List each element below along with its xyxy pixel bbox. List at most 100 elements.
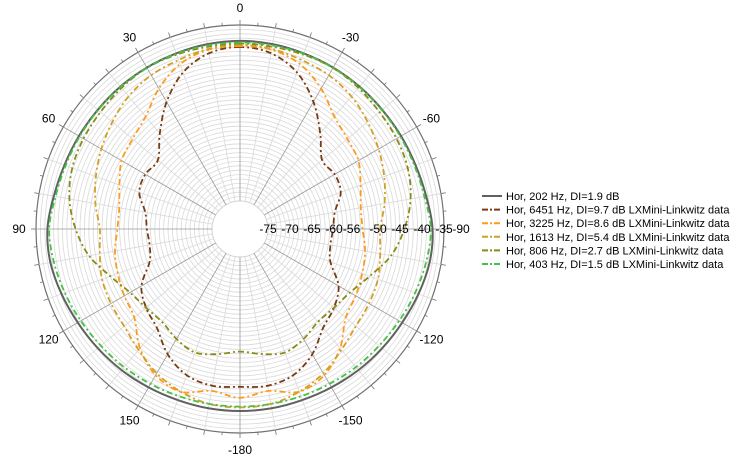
outer-tick xyxy=(275,429,277,435)
outer-tick xyxy=(105,385,110,390)
radial-tick-labels: -75 -70 -65 -60 -56 -50 -45 -40 -35 xyxy=(259,222,453,236)
angular-grid-spoke xyxy=(83,246,219,361)
outer-tick xyxy=(431,157,437,160)
outer-tick xyxy=(406,345,410,349)
angular-grid-spoke xyxy=(267,193,441,225)
outer-tick xyxy=(52,141,56,144)
outer-tick xyxy=(93,82,97,86)
outer-tick xyxy=(309,420,312,426)
angular-grid-spoke xyxy=(253,52,343,205)
angular-tick-label: 90 xyxy=(12,222,26,236)
outer-tick xyxy=(383,82,387,86)
series-line-3 xyxy=(114,45,366,399)
series-line-5 xyxy=(68,42,412,356)
outer-tick xyxy=(120,59,124,63)
angular-grid-spoke xyxy=(249,255,311,421)
angular-grid-spoke xyxy=(63,126,216,216)
angular-grid-spoke xyxy=(204,28,236,202)
outer-tick xyxy=(43,157,49,160)
outer-tick xyxy=(356,395,360,399)
outer-tick xyxy=(186,425,188,430)
outer-tick xyxy=(406,109,410,113)
outer-tick xyxy=(396,359,401,364)
outer-tick xyxy=(203,23,205,29)
radial-tick-label: -56 xyxy=(343,222,361,236)
legend-entry-1: Hor, 202 Hz, DI=1.9 dB xyxy=(506,191,619,203)
outer-tick xyxy=(440,264,446,266)
outer-tick xyxy=(93,372,97,376)
angular-grid-spoke xyxy=(267,233,441,265)
angular-tick-label: 120 xyxy=(39,333,59,347)
legend-entry-2: Hor, 6451 Hz, DI=9.7 dB LXMini-Linkwitz … xyxy=(506,205,730,217)
outer-tick xyxy=(105,68,110,73)
angular-tick-label: -180 xyxy=(228,443,252,457)
angular-grid-spoke xyxy=(257,72,372,208)
angular-grid-spoke xyxy=(137,253,227,406)
outer-tick xyxy=(416,330,422,334)
outer-tick xyxy=(370,68,375,73)
outer-tick xyxy=(341,405,345,411)
outer-tick xyxy=(383,372,387,376)
polar-series-group xyxy=(46,39,434,413)
series-line-6 xyxy=(48,41,432,408)
outer-tick xyxy=(79,94,84,99)
outer-tick xyxy=(70,345,74,349)
angular-tick-label: -90 xyxy=(452,222,470,236)
outer-tick xyxy=(34,264,40,266)
angular-grid-spoke xyxy=(261,97,397,212)
outer-tick xyxy=(70,109,74,113)
radial-tick-label: -65 xyxy=(303,222,321,236)
polar-grid xyxy=(31,20,449,438)
angular-tick-label: 30 xyxy=(123,31,137,45)
outer-tick xyxy=(135,405,139,411)
angular-grid-spoke xyxy=(244,256,276,430)
outer-tick xyxy=(34,192,40,194)
outer-tick xyxy=(431,298,437,301)
radial-tick-label: -70 xyxy=(281,222,299,236)
angular-grid-spoke xyxy=(83,97,219,212)
angular-grid-spoke xyxy=(169,255,231,421)
outer-tick xyxy=(424,141,428,144)
angular-grid-spoke xyxy=(266,158,432,220)
angular-grid-spoke xyxy=(39,233,213,265)
radial-tick-label: -75 xyxy=(259,222,277,236)
angular-tick-label: -60 xyxy=(423,112,441,126)
angular-grid-spoke xyxy=(264,242,417,332)
outer-tick xyxy=(275,23,277,29)
outer-tick xyxy=(39,175,44,177)
outer-tick xyxy=(120,395,124,399)
outer-tick xyxy=(396,94,401,99)
outer-tick xyxy=(436,281,441,283)
angular-grid-spoke xyxy=(253,253,343,406)
angular-grid-spoke xyxy=(48,238,214,300)
outer-tick xyxy=(370,385,375,390)
outer-tick xyxy=(292,425,294,430)
outer-tick xyxy=(341,47,345,53)
angular-grid-spoke xyxy=(137,52,227,205)
outer-tick xyxy=(440,192,446,194)
outer-tick xyxy=(186,28,188,33)
angular-grid-spoke xyxy=(204,256,236,430)
radial-tick-label: -50 xyxy=(369,222,387,236)
legend-entry-4: Hor, 1613 Hz, DI=5.4 dB LXMini-Linkwitz … xyxy=(506,232,730,244)
outer-tick xyxy=(424,314,428,317)
series-line-1 xyxy=(46,39,434,413)
angular-grid-spoke xyxy=(266,238,432,300)
outer-tick xyxy=(152,41,155,45)
outer-tick xyxy=(135,47,139,53)
radial-tick-label: -60 xyxy=(325,222,343,236)
outer-tick xyxy=(168,420,171,426)
angular-tick-label: 0 xyxy=(237,1,244,15)
radial-tick-label: -40 xyxy=(413,222,431,236)
outer-tick xyxy=(325,413,328,417)
angular-tick-label: 60 xyxy=(42,112,56,126)
outer-tick xyxy=(416,124,422,128)
outer-tick xyxy=(58,124,64,128)
angular-grid-spoke xyxy=(264,126,417,216)
outer-tick xyxy=(152,413,155,417)
outer-tick xyxy=(203,429,205,435)
legend: Hor, 202 Hz, DI=1.9 dB Hor, 6451 Hz, DI=9… xyxy=(482,191,730,271)
legend-entry-6: Hor, 403 Hz, DI=1.5 dB LXMini-Linkwitz d… xyxy=(506,259,724,271)
